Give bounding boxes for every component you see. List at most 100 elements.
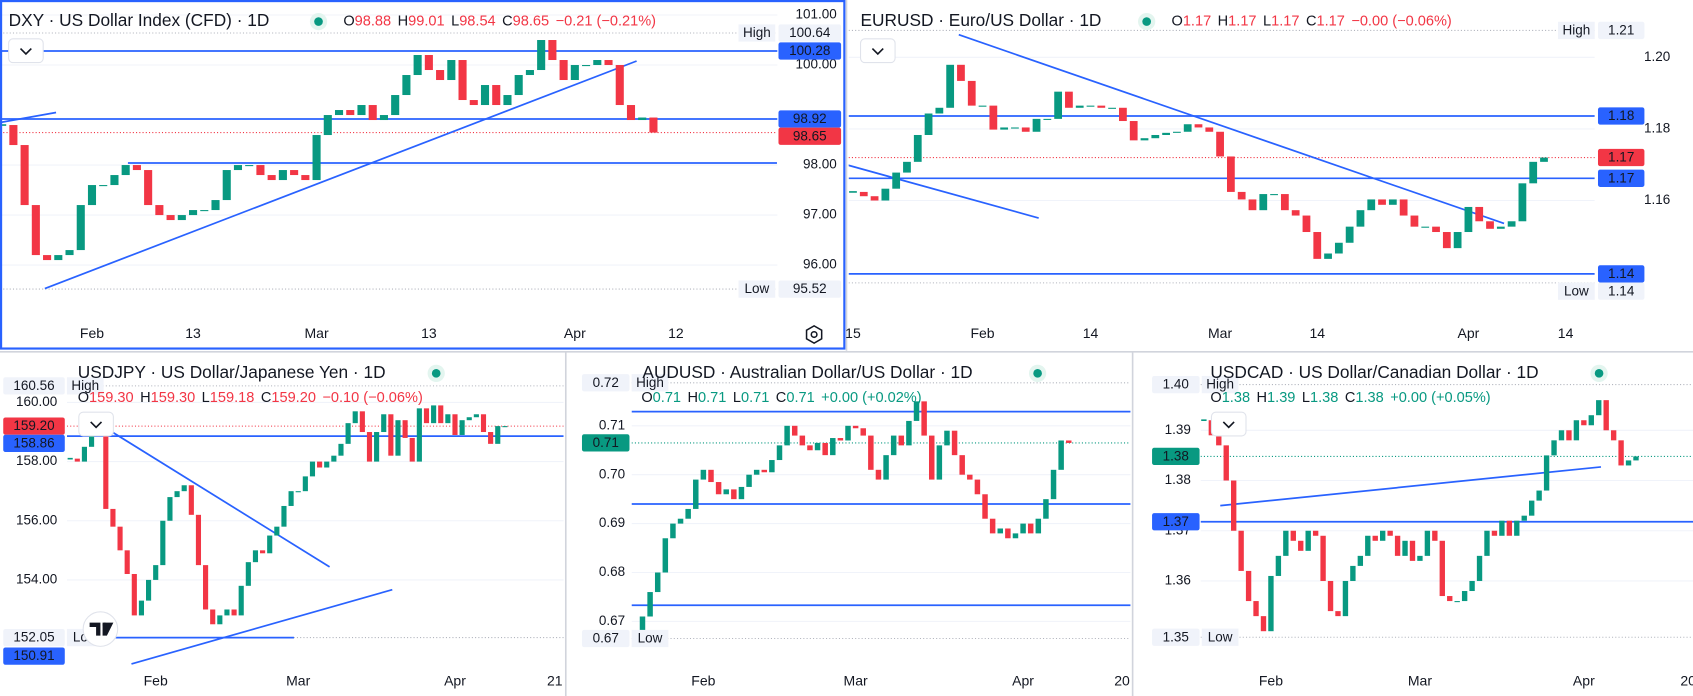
status-dots (309, 12, 1608, 382)
chevron-icon (1222, 421, 1235, 429)
gear-icon[interactable] (805, 325, 823, 345)
collapse-button[interactable] (859, 38, 896, 64)
price-badge-label: 100.64 (789, 25, 831, 40)
candle (967, 80, 976, 106)
candle (1223, 445, 1229, 481)
candle (791, 425, 798, 436)
candle (146, 579, 152, 601)
candle (870, 196, 879, 201)
candle (1365, 535, 1371, 556)
candle (458, 60, 467, 101)
candle (1334, 242, 1343, 254)
collapse-button[interactable] (78, 411, 114, 437)
candle (913, 401, 920, 421)
candle (514, 75, 523, 96)
quote-value: 0.71 (698, 390, 726, 406)
settings-button[interactable] (805, 325, 823, 345)
candle (1280, 194, 1289, 211)
quote-key: O (1210, 390, 1221, 406)
candle (502, 426, 508, 428)
candle (402, 75, 411, 96)
price-badge (3, 628, 65, 647)
tag-badge (738, 280, 776, 298)
candle (1633, 456, 1639, 461)
candle (906, 420, 912, 446)
logo-dot (102, 622, 107, 627)
candle (256, 165, 265, 176)
button-frame[interactable] (78, 411, 114, 437)
button-frame[interactable] (8, 38, 44, 64)
y-tick-label: 101.00 (796, 7, 837, 22)
candle (166, 215, 175, 221)
candle (1000, 127, 1009, 130)
candle (1394, 535, 1401, 556)
candle (1378, 199, 1386, 205)
price-badge-label: 98.65 (793, 128, 827, 143)
candle (1043, 118, 1052, 120)
candle (334, 110, 344, 116)
tradingview-logo[interactable] (82, 611, 119, 647)
candle (1432, 530, 1438, 541)
quote-value: 1.38 (1355, 390, 1383, 406)
quote-value: 99.01 (408, 13, 444, 29)
x-tick-label: Apr (1012, 673, 1034, 689)
candle (43, 255, 52, 261)
y-tick-label: 1.20 (1644, 49, 1670, 64)
candle (700, 469, 707, 480)
candle (1350, 565, 1356, 581)
button-frame[interactable] (1210, 411, 1247, 437)
chart-title: AUDUSD · Australian Dollar/US Dollar · 1… (642, 362, 972, 382)
x-tick-label: Apr (444, 673, 466, 689)
candle (1388, 199, 1397, 205)
quote-key: C (261, 390, 272, 406)
candle (480, 85, 490, 106)
candle (9, 125, 18, 146)
candle (1610, 430, 1617, 441)
trend-line (0, 111, 57, 124)
candle (103, 432, 109, 509)
candle (1618, 440, 1624, 466)
candle (1054, 91, 1063, 119)
candle (1529, 500, 1535, 516)
candle (167, 497, 173, 521)
candle (1380, 530, 1386, 541)
candle (935, 107, 944, 114)
collapse-button[interactable] (1210, 411, 1247, 437)
candle (1536, 490, 1542, 501)
price-badge (1597, 148, 1645, 167)
status-dot (431, 369, 441, 378)
collapse-button[interactable] (8, 38, 44, 64)
x-tick-label: Feb (80, 325, 104, 341)
candle (1290, 530, 1296, 541)
candle (312, 135, 321, 181)
candle (1424, 530, 1431, 556)
tag-label: Low (638, 631, 663, 646)
candle (424, 55, 433, 71)
candle (1409, 540, 1416, 561)
candle (260, 550, 266, 554)
candle (1005, 528, 1011, 539)
status-dot (314, 17, 323, 26)
tag-label: High (71, 378, 99, 393)
candle (1320, 535, 1326, 581)
y-tick-label: 0.70 (599, 466, 625, 481)
quote-change: −0.00 (−0.06%) (1351, 13, 1451, 29)
candle (357, 105, 366, 116)
candle (1439, 540, 1445, 597)
candle (81, 446, 87, 462)
candle (76, 205, 85, 251)
candle (188, 485, 194, 515)
candle (593, 60, 602, 66)
status-dot (1033, 369, 1042, 378)
tag-label: Low (1208, 629, 1233, 644)
y-tick-label: 0.71 (599, 417, 625, 432)
candle (374, 432, 380, 462)
chart-title: DXY · US Dollar Index (CFD) · 1D (9, 10, 270, 30)
candle (492, 85, 501, 106)
candle (1491, 530, 1498, 536)
candle (309, 461, 316, 477)
button-frame[interactable] (859, 38, 896, 64)
candle (1216, 131, 1224, 157)
candle (1581, 420, 1587, 426)
